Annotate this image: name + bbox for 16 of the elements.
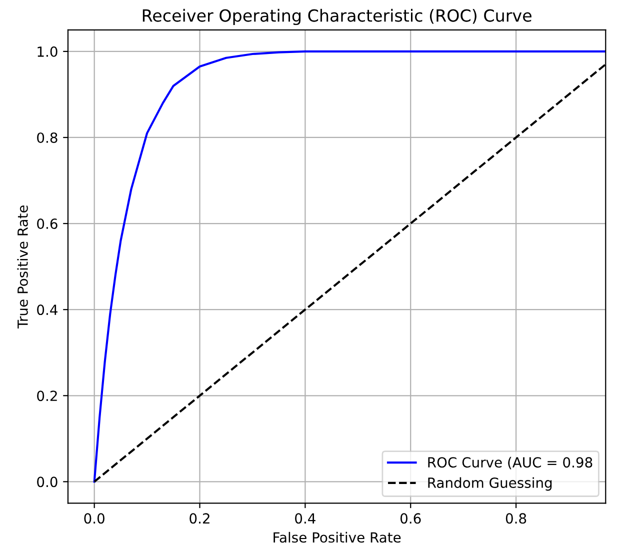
x-tick-label: 0.8 <box>506 513 526 524</box>
y-tick-label: 0.8 <box>37 132 58 143</box>
y-tick-label: 0.6 <box>37 218 58 230</box>
x-tick-label: 0.2 <box>190 513 210 524</box>
chart-title: Receiver Operating Characteristic (ROC) Curve <box>142 8 532 26</box>
y-tick-label: 1.0 <box>38 46 58 57</box>
x-tick-label: 0.4 <box>295 513 316 524</box>
x-tick-label: 0.6 <box>400 513 421 524</box>
y-tick-label: 0.4 <box>37 304 58 316</box>
legend-label: Random Guessing <box>428 477 552 491</box>
y-tick-label: 0.0 <box>37 476 58 488</box>
y-axis-title: True Positive Rate <box>17 205 28 328</box>
y-tick-label: 0.2 <box>37 390 57 402</box>
x-axis-title: False Positive Rate <box>274 532 401 543</box>
legend-label: ROC Curve (AUC = 0.98 <box>428 456 592 470</box>
x-tick-label: 0.0 <box>84 513 104 524</box>
